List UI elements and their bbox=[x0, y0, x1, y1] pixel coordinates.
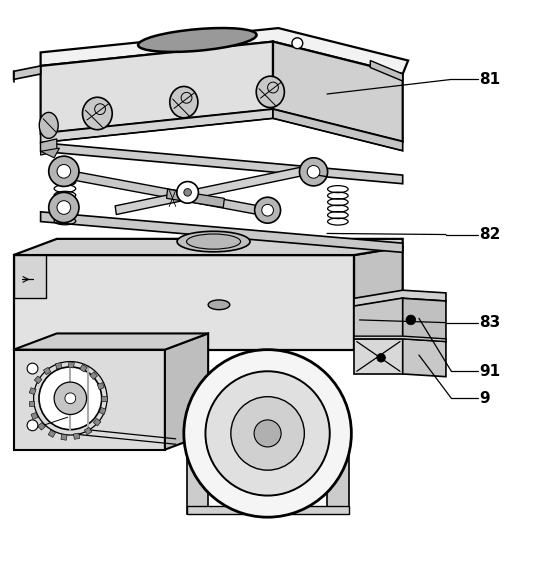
Circle shape bbox=[184, 350, 352, 517]
Circle shape bbox=[377, 354, 385, 362]
Bar bbox=[48, 430, 56, 438]
Polygon shape bbox=[273, 109, 403, 151]
Bar bbox=[61, 434, 67, 440]
Circle shape bbox=[177, 182, 198, 203]
Polygon shape bbox=[354, 339, 403, 374]
Ellipse shape bbox=[39, 112, 58, 139]
Circle shape bbox=[262, 204, 274, 216]
Text: 9: 9 bbox=[479, 391, 490, 406]
Polygon shape bbox=[14, 239, 403, 255]
Text: 81: 81 bbox=[479, 72, 501, 87]
Polygon shape bbox=[40, 28, 408, 74]
Bar bbox=[74, 433, 80, 439]
Circle shape bbox=[49, 193, 79, 223]
Ellipse shape bbox=[187, 234, 241, 249]
Polygon shape bbox=[64, 170, 268, 216]
Polygon shape bbox=[115, 166, 311, 214]
Ellipse shape bbox=[177, 231, 250, 252]
Polygon shape bbox=[14, 350, 165, 450]
Bar bbox=[80, 365, 87, 372]
Polygon shape bbox=[40, 148, 60, 158]
Circle shape bbox=[27, 363, 38, 374]
Polygon shape bbox=[354, 336, 446, 342]
Text: 91: 91 bbox=[479, 364, 501, 379]
Circle shape bbox=[184, 189, 192, 196]
Ellipse shape bbox=[208, 300, 230, 310]
Ellipse shape bbox=[256, 76, 284, 108]
Circle shape bbox=[254, 420, 281, 447]
Bar bbox=[44, 367, 51, 375]
Polygon shape bbox=[14, 66, 40, 79]
Polygon shape bbox=[14, 334, 208, 350]
Bar bbox=[101, 396, 106, 401]
Circle shape bbox=[406, 315, 416, 325]
Bar bbox=[56, 363, 62, 369]
Polygon shape bbox=[273, 41, 403, 141]
Polygon shape bbox=[403, 339, 446, 377]
Polygon shape bbox=[403, 298, 446, 342]
Bar bbox=[90, 372, 97, 380]
Polygon shape bbox=[187, 450, 208, 515]
Bar bbox=[34, 376, 42, 384]
Polygon shape bbox=[14, 255, 354, 350]
Polygon shape bbox=[40, 143, 403, 184]
Circle shape bbox=[254, 197, 281, 223]
Circle shape bbox=[54, 382, 87, 415]
Circle shape bbox=[49, 156, 79, 186]
Polygon shape bbox=[354, 290, 446, 306]
Polygon shape bbox=[354, 298, 403, 339]
Bar bbox=[29, 401, 34, 407]
Polygon shape bbox=[167, 189, 224, 208]
Ellipse shape bbox=[170, 86, 198, 118]
Circle shape bbox=[27, 420, 38, 431]
Polygon shape bbox=[165, 334, 208, 450]
Polygon shape bbox=[327, 450, 349, 515]
Bar bbox=[38, 423, 45, 430]
Circle shape bbox=[57, 164, 70, 178]
Ellipse shape bbox=[82, 97, 112, 130]
Bar bbox=[31, 412, 38, 419]
Circle shape bbox=[205, 371, 330, 496]
Polygon shape bbox=[40, 212, 403, 252]
Circle shape bbox=[65, 393, 76, 404]
Bar bbox=[97, 382, 104, 389]
Bar bbox=[29, 388, 36, 394]
Polygon shape bbox=[40, 41, 273, 133]
Polygon shape bbox=[40, 139, 57, 155]
Polygon shape bbox=[187, 507, 349, 515]
Circle shape bbox=[292, 38, 302, 49]
Circle shape bbox=[39, 367, 102, 430]
Circle shape bbox=[57, 201, 70, 214]
Text: 82: 82 bbox=[479, 227, 501, 242]
Circle shape bbox=[307, 166, 320, 178]
Polygon shape bbox=[14, 255, 46, 298]
Circle shape bbox=[231, 397, 304, 470]
Ellipse shape bbox=[138, 28, 257, 52]
Bar bbox=[99, 407, 106, 415]
Bar bbox=[85, 427, 92, 435]
Circle shape bbox=[300, 158, 328, 186]
Polygon shape bbox=[354, 247, 403, 350]
Polygon shape bbox=[370, 60, 403, 81]
Bar bbox=[68, 362, 74, 368]
Bar bbox=[93, 419, 101, 426]
Text: 83: 83 bbox=[479, 315, 501, 330]
Polygon shape bbox=[40, 109, 273, 143]
